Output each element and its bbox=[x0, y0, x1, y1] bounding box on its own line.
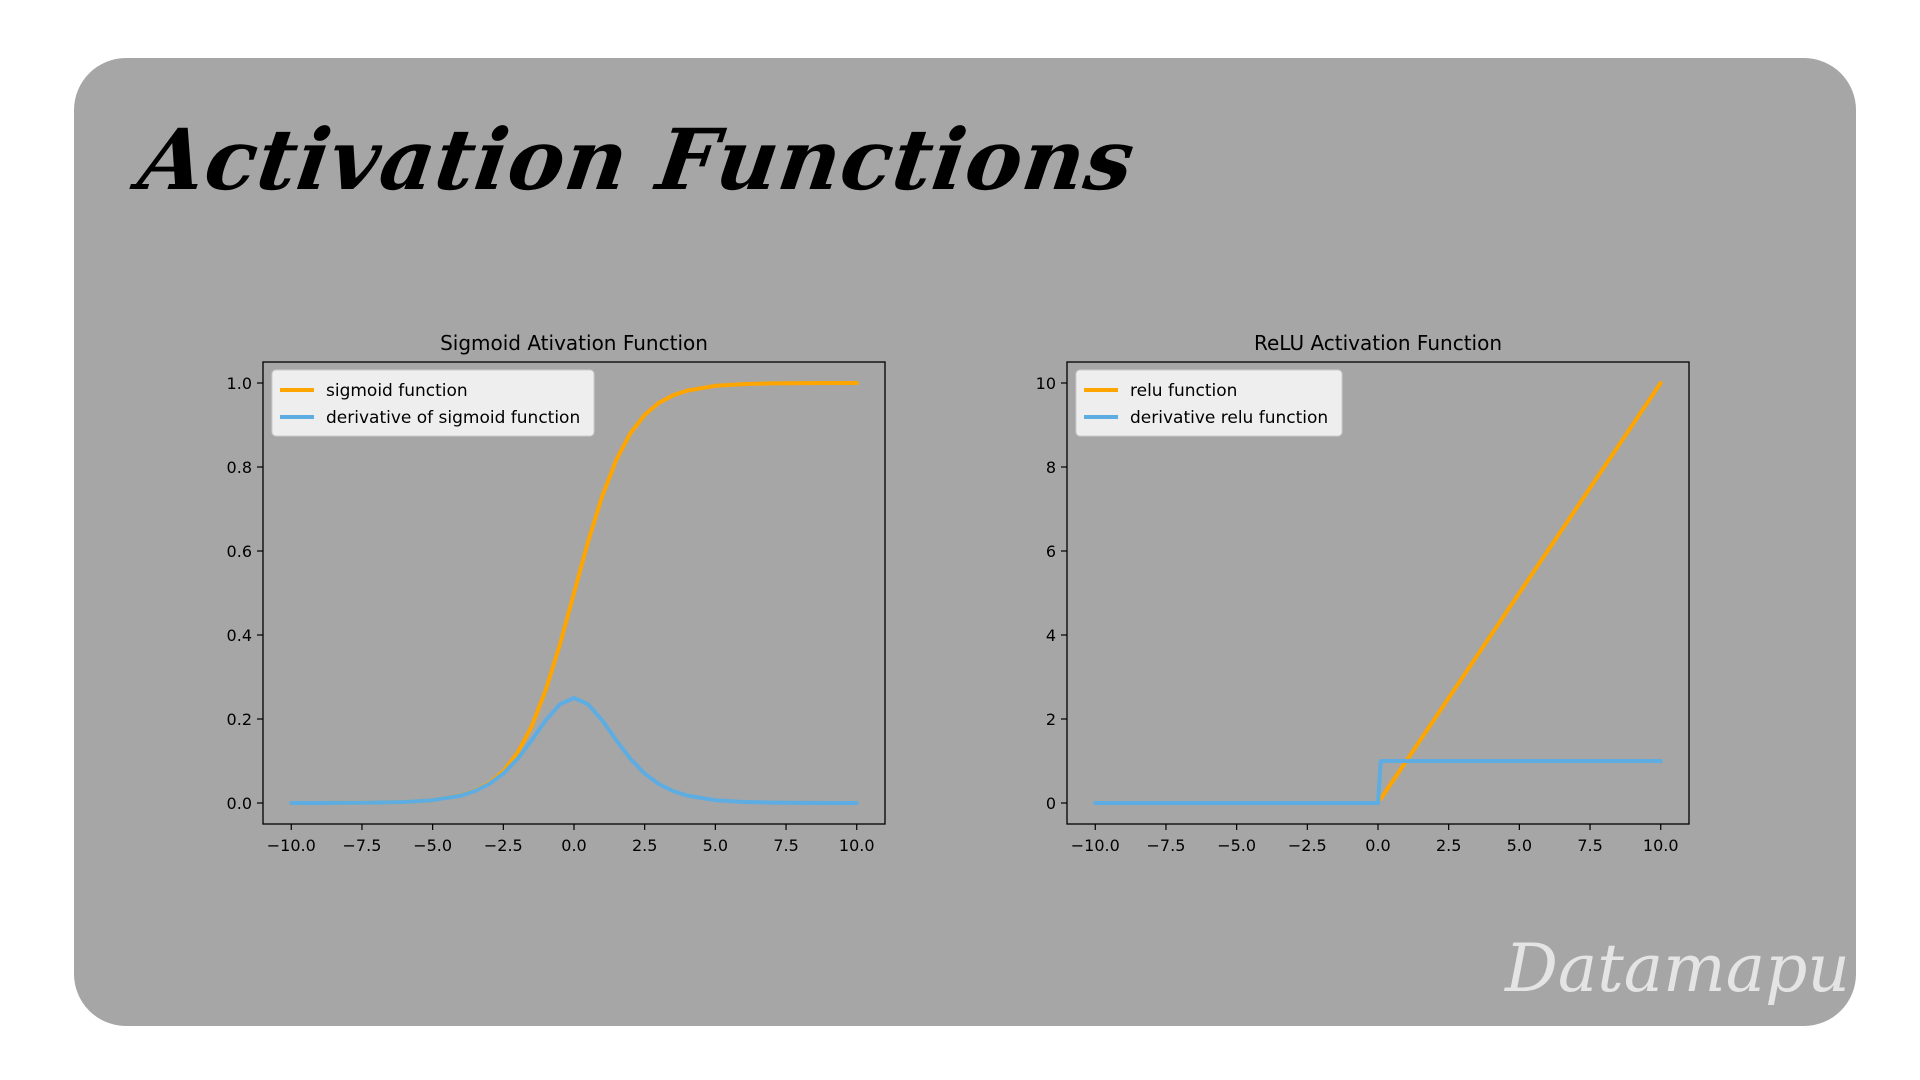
x-tick-label: −10.0 bbox=[267, 836, 316, 855]
x-tick-label: 0.0 bbox=[1365, 836, 1390, 855]
legend-label: relu function bbox=[1130, 381, 1237, 401]
y-tick-label: 0 bbox=[1046, 794, 1056, 813]
x-tick-label: 7.5 bbox=[773, 836, 798, 855]
series-line-0 bbox=[1378, 381, 1663, 801]
legend-label: sigmoid function bbox=[326, 381, 468, 401]
x-tick-label: −2.5 bbox=[484, 836, 523, 855]
x-tick-label: 0.0 bbox=[561, 836, 586, 855]
legend-label: derivative relu function bbox=[1130, 408, 1328, 428]
card-background bbox=[74, 58, 1856, 1026]
x-tick-label: 7.5 bbox=[1577, 836, 1602, 855]
y-tick-label: 0.2 bbox=[227, 710, 252, 729]
y-tick-label: 0.8 bbox=[227, 458, 252, 477]
sigmoid-chart: Sigmoid Ativation Function −10.0 −7.5 −5.0 −… bbox=[227, 331, 886, 855]
series-line-0 bbox=[289, 381, 859, 805]
y-tick-label: 0.0 bbox=[227, 794, 252, 813]
y-tick-label: 4 bbox=[1046, 626, 1056, 645]
x-tick-label: −7.5 bbox=[1147, 836, 1186, 855]
series-line-1 bbox=[1093, 759, 1663, 805]
relu-chart: ReLU Activation Function −10.0 −7.5 −5.0 −2.… bbox=[1036, 331, 1690, 855]
x-tick-label: 5.0 bbox=[1507, 836, 1532, 855]
y-tick-label: 0.4 bbox=[227, 626, 252, 645]
y-tick-label: 10 bbox=[1036, 374, 1056, 393]
x-tick-label: −5.0 bbox=[413, 836, 452, 855]
x-tick-label: −2.5 bbox=[1288, 836, 1327, 855]
x-tick-label: −10.0 bbox=[1071, 836, 1120, 855]
y-tick-label: 8 bbox=[1046, 458, 1056, 477]
chart-title: Sigmoid Ativation Function bbox=[440, 331, 708, 355]
x-tick-label: 10.0 bbox=[1643, 836, 1679, 855]
legend-label: derivative of sigmoid function bbox=[326, 408, 580, 428]
y-tick-label: 2 bbox=[1046, 710, 1056, 729]
y-tick-label: 6 bbox=[1046, 542, 1056, 561]
x-tick-label: 5.0 bbox=[703, 836, 728, 855]
series-line-1 bbox=[289, 696, 859, 805]
x-tick-label: 2.5 bbox=[632, 836, 657, 855]
legend-box bbox=[271, 369, 595, 437]
x-tick-label: 10.0 bbox=[839, 836, 875, 855]
x-tick-label: −7.5 bbox=[343, 836, 382, 855]
brand-logo: Datamapu bbox=[1505, 930, 1850, 1007]
y-tick-label: 1.0 bbox=[227, 374, 252, 393]
y-tick-label: 0.6 bbox=[227, 542, 252, 561]
chart-title: ReLU Activation Function bbox=[1254, 331, 1502, 355]
legend-box bbox=[1075, 369, 1343, 437]
x-tick-label: 2.5 bbox=[1436, 836, 1461, 855]
x-tick-label: −5.0 bbox=[1217, 836, 1256, 855]
